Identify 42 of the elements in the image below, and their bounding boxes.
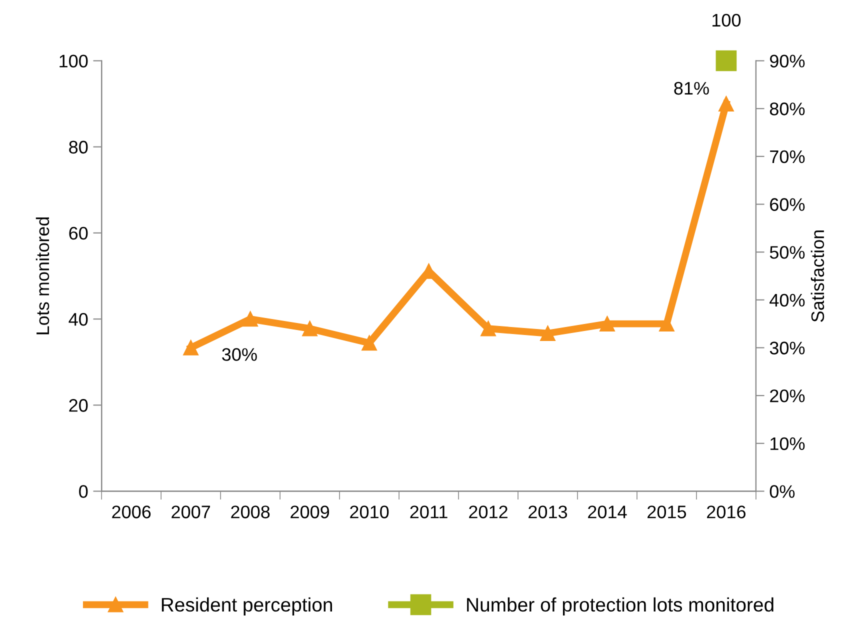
x-tick-label: 2007 xyxy=(172,506,210,518)
data-label: 81% xyxy=(674,82,709,95)
y2-tick-label: 0% xyxy=(770,485,795,498)
x-tick-label: 2009 xyxy=(290,506,330,518)
data-label: 100 xyxy=(712,14,741,27)
y2-tick-label: 90% xyxy=(770,54,805,68)
y2-tick-label: 40% xyxy=(770,294,805,307)
y-tick-label: 80 xyxy=(69,140,88,154)
point xyxy=(540,326,556,342)
y2-tick-label: 10% xyxy=(770,437,805,450)
x-tick-label: 2008 xyxy=(231,506,270,518)
y2-tick-label: 50% xyxy=(770,246,805,259)
x-tick-label: 2011 xyxy=(410,506,448,518)
y2-tick-label: 70% xyxy=(770,150,805,164)
point xyxy=(480,320,496,336)
y-tick-label: 40 xyxy=(68,312,88,326)
point xyxy=(362,335,377,351)
y2-axis-title: Satisfaction xyxy=(810,230,824,322)
y-axis-title: Lots monitored xyxy=(36,217,50,334)
data-label: 30% xyxy=(222,348,257,361)
x-tick-label: 2013 xyxy=(528,506,568,518)
point xyxy=(302,320,318,336)
x-tick-label: 2016 xyxy=(707,506,746,518)
legend-label: Resident perception xyxy=(162,597,332,616)
point xyxy=(600,316,615,332)
y-tick-label: 20 xyxy=(69,399,88,412)
y2-tick-label: 60% xyxy=(770,198,805,211)
x-tick-label: 2010 xyxy=(350,506,389,518)
y2-tick-label: 80% xyxy=(770,102,805,116)
point xyxy=(242,311,258,327)
y-tick-label: 100 xyxy=(60,54,88,68)
point xyxy=(718,96,734,112)
legend-label: Number of protection lots monitored xyxy=(467,597,774,616)
x-tick-label: 2015 xyxy=(648,506,686,518)
y2-tick-label: 30% xyxy=(770,342,805,354)
x-tick-label: 2014 xyxy=(588,506,627,518)
point xyxy=(183,340,198,356)
x-tick-label: 2012 xyxy=(469,506,508,518)
y-tick-label: 0 xyxy=(79,485,88,498)
x-tick-label: 2006 xyxy=(112,506,151,518)
y2-tick-label: 20% xyxy=(770,389,805,402)
y-tick-label: 60 xyxy=(69,226,88,240)
